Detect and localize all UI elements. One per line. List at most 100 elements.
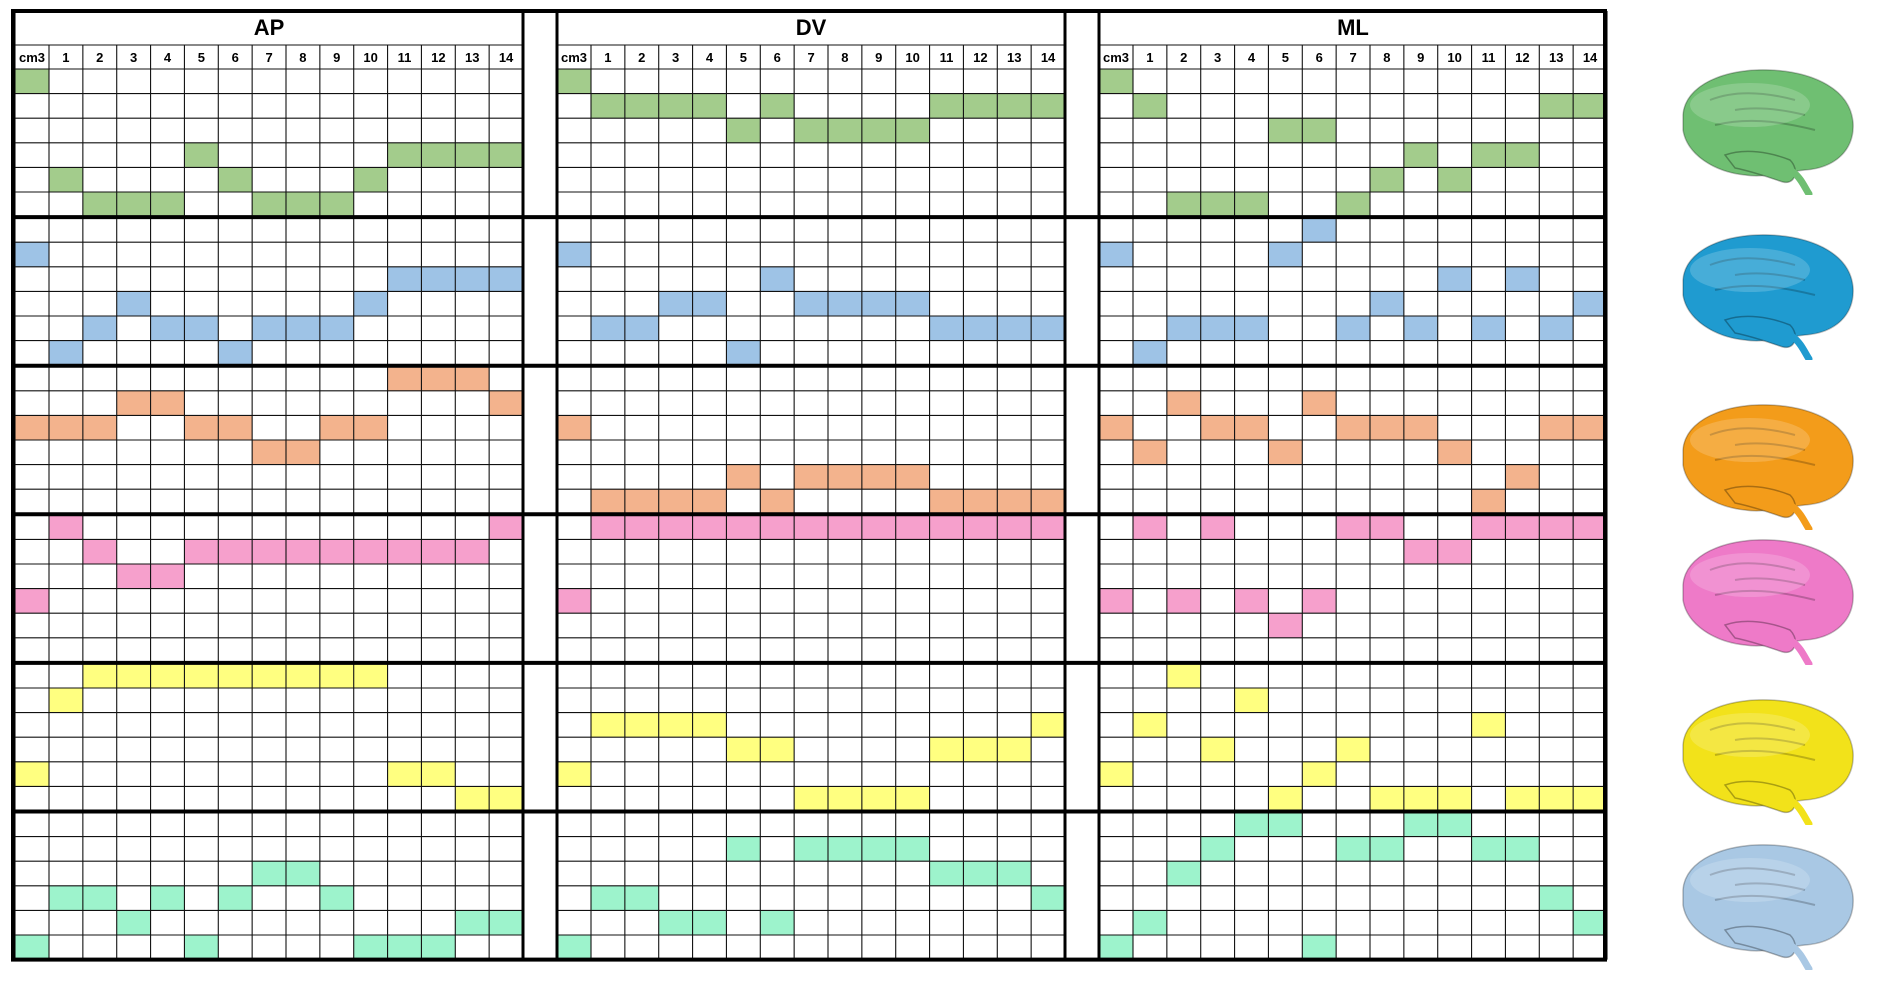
rank-cell-yellow-ap-2 <box>82 663 117 688</box>
rank-cell-yellow-ap-9 <box>319 663 354 688</box>
rank-cell-yellow-ap-6 <box>218 663 253 688</box>
rank-cell-green-dv-13 <box>997 93 1032 119</box>
rank-cell-yellow-ap-3 <box>116 663 151 688</box>
rank-cell-teal-ap-cm3 <box>15 935 49 960</box>
rank-cell-green-dv-14 <box>1031 93 1065 119</box>
rank-cell-orange-dv-8 <box>828 464 862 490</box>
rank-cell-pink-ml-9 <box>1403 539 1438 564</box>
rank-cell-teal-ap-8 <box>286 861 320 886</box>
column-label: 5 <box>1282 50 1289 65</box>
brain-model-orange <box>1682 404 1854 530</box>
rank-cell-yellow-dv-9 <box>861 786 896 811</box>
rank-cell-orange-ap-8 <box>286 440 320 465</box>
rank-cell-green-ap-11 <box>387 142 422 168</box>
rank-cell-blue-dv-13 <box>997 316 1032 341</box>
rank-cell-pink-ap-7 <box>252 539 286 564</box>
rank-cell-pink-ml-4 <box>1234 588 1269 614</box>
rank-cell-teal-dv-11 <box>929 861 964 886</box>
rank-cell-yellow-dv-3 <box>658 712 693 738</box>
column-label: 2 <box>96 50 103 65</box>
rank-cell-pink-ml-cm3 <box>1099 588 1133 614</box>
rank-cell-orange-ap-7 <box>252 440 286 465</box>
column-label: 1 <box>604 50 611 65</box>
rank-cell-orange-dv-12 <box>963 489 998 514</box>
rank-cell-teal-ap-3 <box>116 910 151 935</box>
rank-cell-teal-dv-2 <box>624 885 659 911</box>
rank-cell-yellow-ml-1 <box>1133 712 1167 738</box>
rank-cell-orange-ap-14 <box>489 390 523 416</box>
column-label: 9 <box>1417 50 1424 65</box>
rank-cell-yellow-ml-8 <box>1370 786 1404 811</box>
column-label: 13 <box>1007 50 1021 65</box>
rank-cell-blue-dv-3 <box>658 291 693 316</box>
rank-cell-teal-dv-12 <box>963 861 998 886</box>
rank-cell-green-dv-9 <box>861 118 896 143</box>
rank-cell-pink-dv-3 <box>658 514 693 540</box>
column-label: 11 <box>1482 50 1496 65</box>
rank-cell-teal-ap-7 <box>252 861 286 886</box>
rank-cell-teal-dv-1 <box>591 885 625 911</box>
rank-cell-blue-ap-6 <box>218 340 253 366</box>
rank-cell-green-dv-10 <box>895 118 930 143</box>
rank-cell-teal-ap-10 <box>353 935 388 960</box>
rank-cell-yellow-ap-4 <box>150 663 185 688</box>
rank-cell-yellow-ml-cm3 <box>1099 761 1133 787</box>
rank-cell-orange-ml-3 <box>1200 415 1235 440</box>
rank-cell-green-ap-4 <box>150 192 185 217</box>
rank-cell-green-dv-5 <box>726 118 761 143</box>
rank-cell-pink-ml-12 <box>1505 514 1540 540</box>
rank-cell-orange-dv-10 <box>895 464 930 490</box>
rank-cell-pink-ap-10 <box>353 539 388 564</box>
column-label: 7 <box>265 50 272 65</box>
rank-cell-green-dv-cm3 <box>557 69 591 94</box>
rank-cell-teal-ml-12 <box>1505 836 1540 862</box>
rank-cell-pink-dv-13 <box>997 514 1032 540</box>
rank-cell-pink-ml-8 <box>1370 514 1404 540</box>
rank-cell-teal-dv-6 <box>760 910 795 935</box>
rank-cell-green-dv-3 <box>658 93 693 119</box>
rank-cell-teal-ap-6 <box>218 885 253 911</box>
brain-model-blue <box>1682 234 1854 360</box>
column-label: 9 <box>333 50 340 65</box>
rank-cell-green-dv-2 <box>624 93 659 119</box>
outer-frame <box>11 9 1607 962</box>
rank-cell-teal-dv-14 <box>1031 885 1065 911</box>
rank-cell-pink-ap-12 <box>421 539 456 564</box>
rank-cell-teal-ml-5 <box>1268 812 1303 837</box>
rank-cell-teal-ml-1 <box>1133 910 1167 935</box>
column-label: cm3 <box>561 50 587 65</box>
rank-cell-green-ml-8 <box>1370 167 1404 192</box>
column-label: 3 <box>672 50 679 65</box>
panel-title-ml: ML <box>1337 15 1369 40</box>
rank-cell-green-dv-11 <box>929 93 964 119</box>
rank-cell-teal-dv-10 <box>895 836 930 862</box>
rank-cell-yellow-ap-8 <box>286 663 320 688</box>
rank-cell-green-ml-9 <box>1403 142 1438 168</box>
rank-cell-pink-ap-4 <box>150 564 185 589</box>
rank-cell-green-ml-10 <box>1437 167 1472 192</box>
column-label: 8 <box>1383 50 1390 65</box>
column-label: 12 <box>973 50 987 65</box>
rank-cell-green-ap-5 <box>184 142 219 168</box>
column-label: 11 <box>398 50 412 65</box>
rank-cell-yellow-ap-cm3 <box>15 761 49 787</box>
rank-cell-yellow-ml-12 <box>1505 786 1540 811</box>
rank-cell-blue-ml-cm3 <box>1099 242 1133 267</box>
rank-cell-yellow-ml-9 <box>1403 786 1438 811</box>
rank-cell-pink-ap-cm3 <box>15 588 49 614</box>
rank-cell-green-ml-6 <box>1302 118 1337 143</box>
rank-cell-yellow-dv-11 <box>929 737 964 762</box>
rank-cell-teal-dv-8 <box>828 836 862 862</box>
rank-cell-yellow-dv-14 <box>1031 712 1065 738</box>
rank-cell-green-ml-13 <box>1539 93 1574 119</box>
rank-cell-pink-dv-9 <box>861 514 896 540</box>
rank-cell-pink-ap-14 <box>489 514 523 540</box>
rank-cell-blue-ml-3 <box>1200 316 1235 341</box>
rank-cell-teal-ap-9 <box>319 885 354 911</box>
column-label: 8 <box>841 50 848 65</box>
rank-cell-teal-ap-14 <box>489 910 523 935</box>
rank-cell-orange-dv-14 <box>1031 489 1065 514</box>
brain-model-pink <box>1682 539 1854 665</box>
rank-cell-teal-ml-14 <box>1573 910 1607 935</box>
rank-cell-pink-dv-8 <box>828 514 862 540</box>
